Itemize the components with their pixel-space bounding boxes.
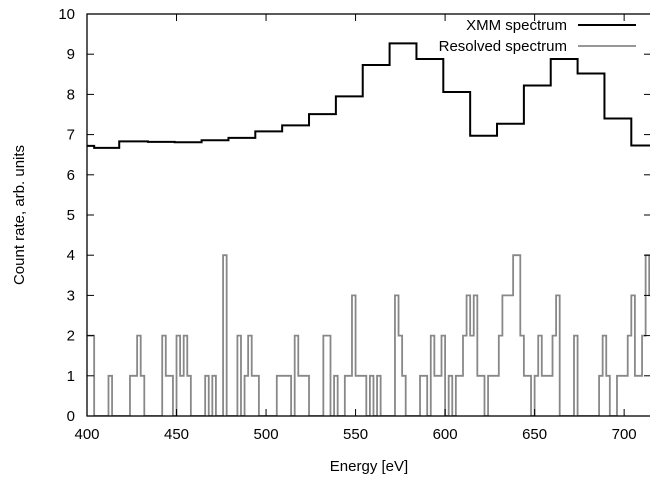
ticks-layer: 400 450 500 550 600 650 700 0 1 2 3 4 5 6 7 8 9 10	[58, 6, 650, 443]
x-tick-label: 400	[74, 426, 99, 443]
x-tick-label: 650	[522, 426, 547, 443]
x-tick-label: 550	[343, 426, 368, 443]
y-tick-label: 4	[67, 247, 75, 264]
legend: XMM spectrum Resolved spectrum	[439, 17, 636, 55]
series-layer	[87, 42, 650, 416]
x-tick-label: 700	[612, 426, 637, 443]
y-tick-label: 8	[67, 86, 75, 103]
y-axis-label: Count rate, arb. units	[11, 145, 28, 285]
y-tick-label: 3	[67, 287, 75, 304]
y-tick-label: 0	[67, 408, 75, 425]
y-tick-label: 7	[67, 127, 75, 144]
legend-label-resolved: Resolved spectrum	[439, 38, 567, 55]
y-tick-label: 10	[58, 6, 75, 23]
x-tick-label: 450	[164, 426, 189, 443]
y-tick-label: 9	[67, 46, 75, 63]
plot-frame	[86, 13, 650, 417]
series-line-resolved	[87, 254, 650, 416]
x-tick-label: 600	[433, 426, 458, 443]
x-tick-label: 500	[254, 426, 279, 443]
x-axis-label: Energy [eV]	[330, 458, 408, 475]
legend-label-xmm: XMM spectrum	[466, 17, 567, 34]
y-tick-label: 2	[67, 328, 75, 345]
series-line-xmm	[87, 42, 650, 151]
y-tick-label: 1	[67, 368, 75, 385]
y-tick-label: 5	[67, 207, 75, 224]
y-tick-label: 6	[67, 167, 75, 184]
